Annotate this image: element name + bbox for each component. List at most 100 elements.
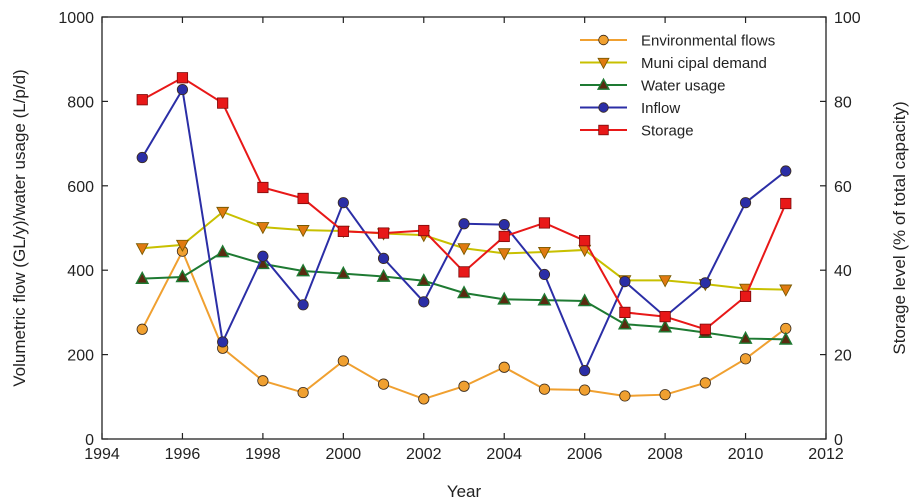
- x-tick-label: 2008: [647, 446, 683, 463]
- data-point: [538, 268, 551, 281]
- data-point: [217, 97, 229, 109]
- data-point: [619, 275, 631, 288]
- data-point: [176, 72, 189, 84]
- series-inflow: [136, 83, 792, 377]
- x-tick-label: 1996: [165, 446, 201, 463]
- data-point: [337, 225, 349, 237]
- x-tick-label: 2000: [326, 446, 362, 463]
- x-tick-label: 2002: [406, 446, 442, 463]
- data-point: [497, 291, 512, 305]
- data-point: [739, 353, 752, 365]
- data-point: [176, 83, 189, 96]
- data-point: [497, 248, 511, 261]
- right-y-tick-label: 60: [834, 179, 852, 196]
- data-point: [136, 323, 148, 335]
- data-point: [538, 383, 551, 395]
- data-point: [416, 273, 431, 287]
- right-y-tick-label: 80: [834, 94, 852, 111]
- data-point: [296, 263, 311, 277]
- legend-label: Muni cipal demand: [641, 55, 767, 72]
- data-point: [136, 94, 148, 106]
- left-y-tick-label: 400: [67, 263, 94, 280]
- right-y-tick-label: 0: [834, 432, 843, 449]
- data-point: [457, 243, 471, 256]
- x-tick-label: 2010: [728, 446, 764, 463]
- data-point: [498, 361, 510, 373]
- data-point: [377, 378, 390, 390]
- data-point: [579, 365, 591, 377]
- data-point: [739, 197, 752, 209]
- right-y-tick-label: 20: [834, 348, 852, 365]
- right-y-axis-title: Storage level (% of total capacity): [890, 101, 909, 354]
- data-point: [216, 206, 230, 220]
- data-point: [457, 285, 471, 299]
- legend: Environmental flows Muni cipal demand Wate…: [580, 33, 775, 140]
- data-point: [579, 384, 591, 396]
- data-point: [337, 355, 349, 367]
- x-tick-label: 1998: [245, 446, 281, 463]
- legend-swatch-marker: [596, 77, 611, 90]
- legend-label: Inflow: [641, 100, 680, 117]
- data-point: [619, 306, 631, 319]
- legend-label: Water usage: [641, 78, 726, 95]
- data-point: [619, 390, 631, 402]
- data-point: [779, 284, 793, 297]
- data-point: [658, 319, 673, 333]
- data-point: [418, 296, 430, 308]
- series-storage: [136, 72, 792, 335]
- data-point: [739, 290, 752, 302]
- data-point: [780, 197, 792, 210]
- x-axis-title: Year: [447, 482, 482, 501]
- data-point: [297, 299, 309, 311]
- data-point: [256, 222, 270, 235]
- legend-swatch-marker: [598, 124, 609, 136]
- left-y-tick-label: 600: [67, 179, 94, 196]
- legend-item: Inflow: [580, 100, 680, 117]
- data-point: [659, 311, 671, 323]
- data-point: [458, 218, 470, 230]
- data-point: [498, 230, 510, 243]
- data-point: [538, 217, 551, 229]
- data-point: [699, 277, 711, 289]
- right-y-tick-label: 40: [834, 263, 852, 280]
- data-point: [215, 244, 230, 258]
- legend-item: Water usage: [580, 78, 726, 95]
- data-point: [659, 389, 671, 401]
- legend-label: Environmental flows: [641, 33, 775, 50]
- x-tick-label: 1994: [84, 446, 120, 463]
- data-point: [297, 192, 309, 205]
- data-point: [537, 292, 552, 306]
- data-point: [699, 323, 711, 335]
- data-point: [418, 224, 430, 237]
- data-point: [579, 235, 591, 247]
- data-point: [175, 269, 190, 283]
- data-point: [376, 268, 391, 282]
- series-water-usage: [135, 244, 793, 345]
- data-point: [577, 293, 592, 307]
- x-tick-label: 2012: [808, 446, 844, 463]
- legend-item: Storage: [580, 123, 694, 140]
- data-point: [738, 330, 753, 344]
- data-point: [296, 225, 310, 238]
- data-point: [458, 380, 470, 392]
- data-point: [135, 243, 149, 256]
- right-y-tick-label: 100: [834, 10, 861, 27]
- legend-item: Environmental flows: [580, 33, 775, 50]
- left-y-tick-label: 200: [67, 348, 94, 365]
- data-point: [257, 181, 269, 194]
- plot-series: [135, 72, 793, 405]
- left-y-tick-label: 800: [67, 94, 94, 111]
- left-y-tick-label: 1000: [58, 10, 94, 27]
- data-point: [135, 270, 150, 284]
- data-point: [257, 250, 269, 262]
- axis-titles: Year Volumetric flow (GL/y)/water usage …: [10, 69, 909, 501]
- data-point: [699, 377, 711, 389]
- data-point: [780, 165, 792, 177]
- data-point: [217, 336, 229, 348]
- axes: 1994 1996 1998 2000 2002 2004 2006 2008 2010 2012…: [58, 10, 860, 463]
- data-point: [136, 151, 148, 164]
- legend-label: Storage: [641, 123, 694, 140]
- data-point: [377, 227, 390, 239]
- data-point: [458, 266, 470, 278]
